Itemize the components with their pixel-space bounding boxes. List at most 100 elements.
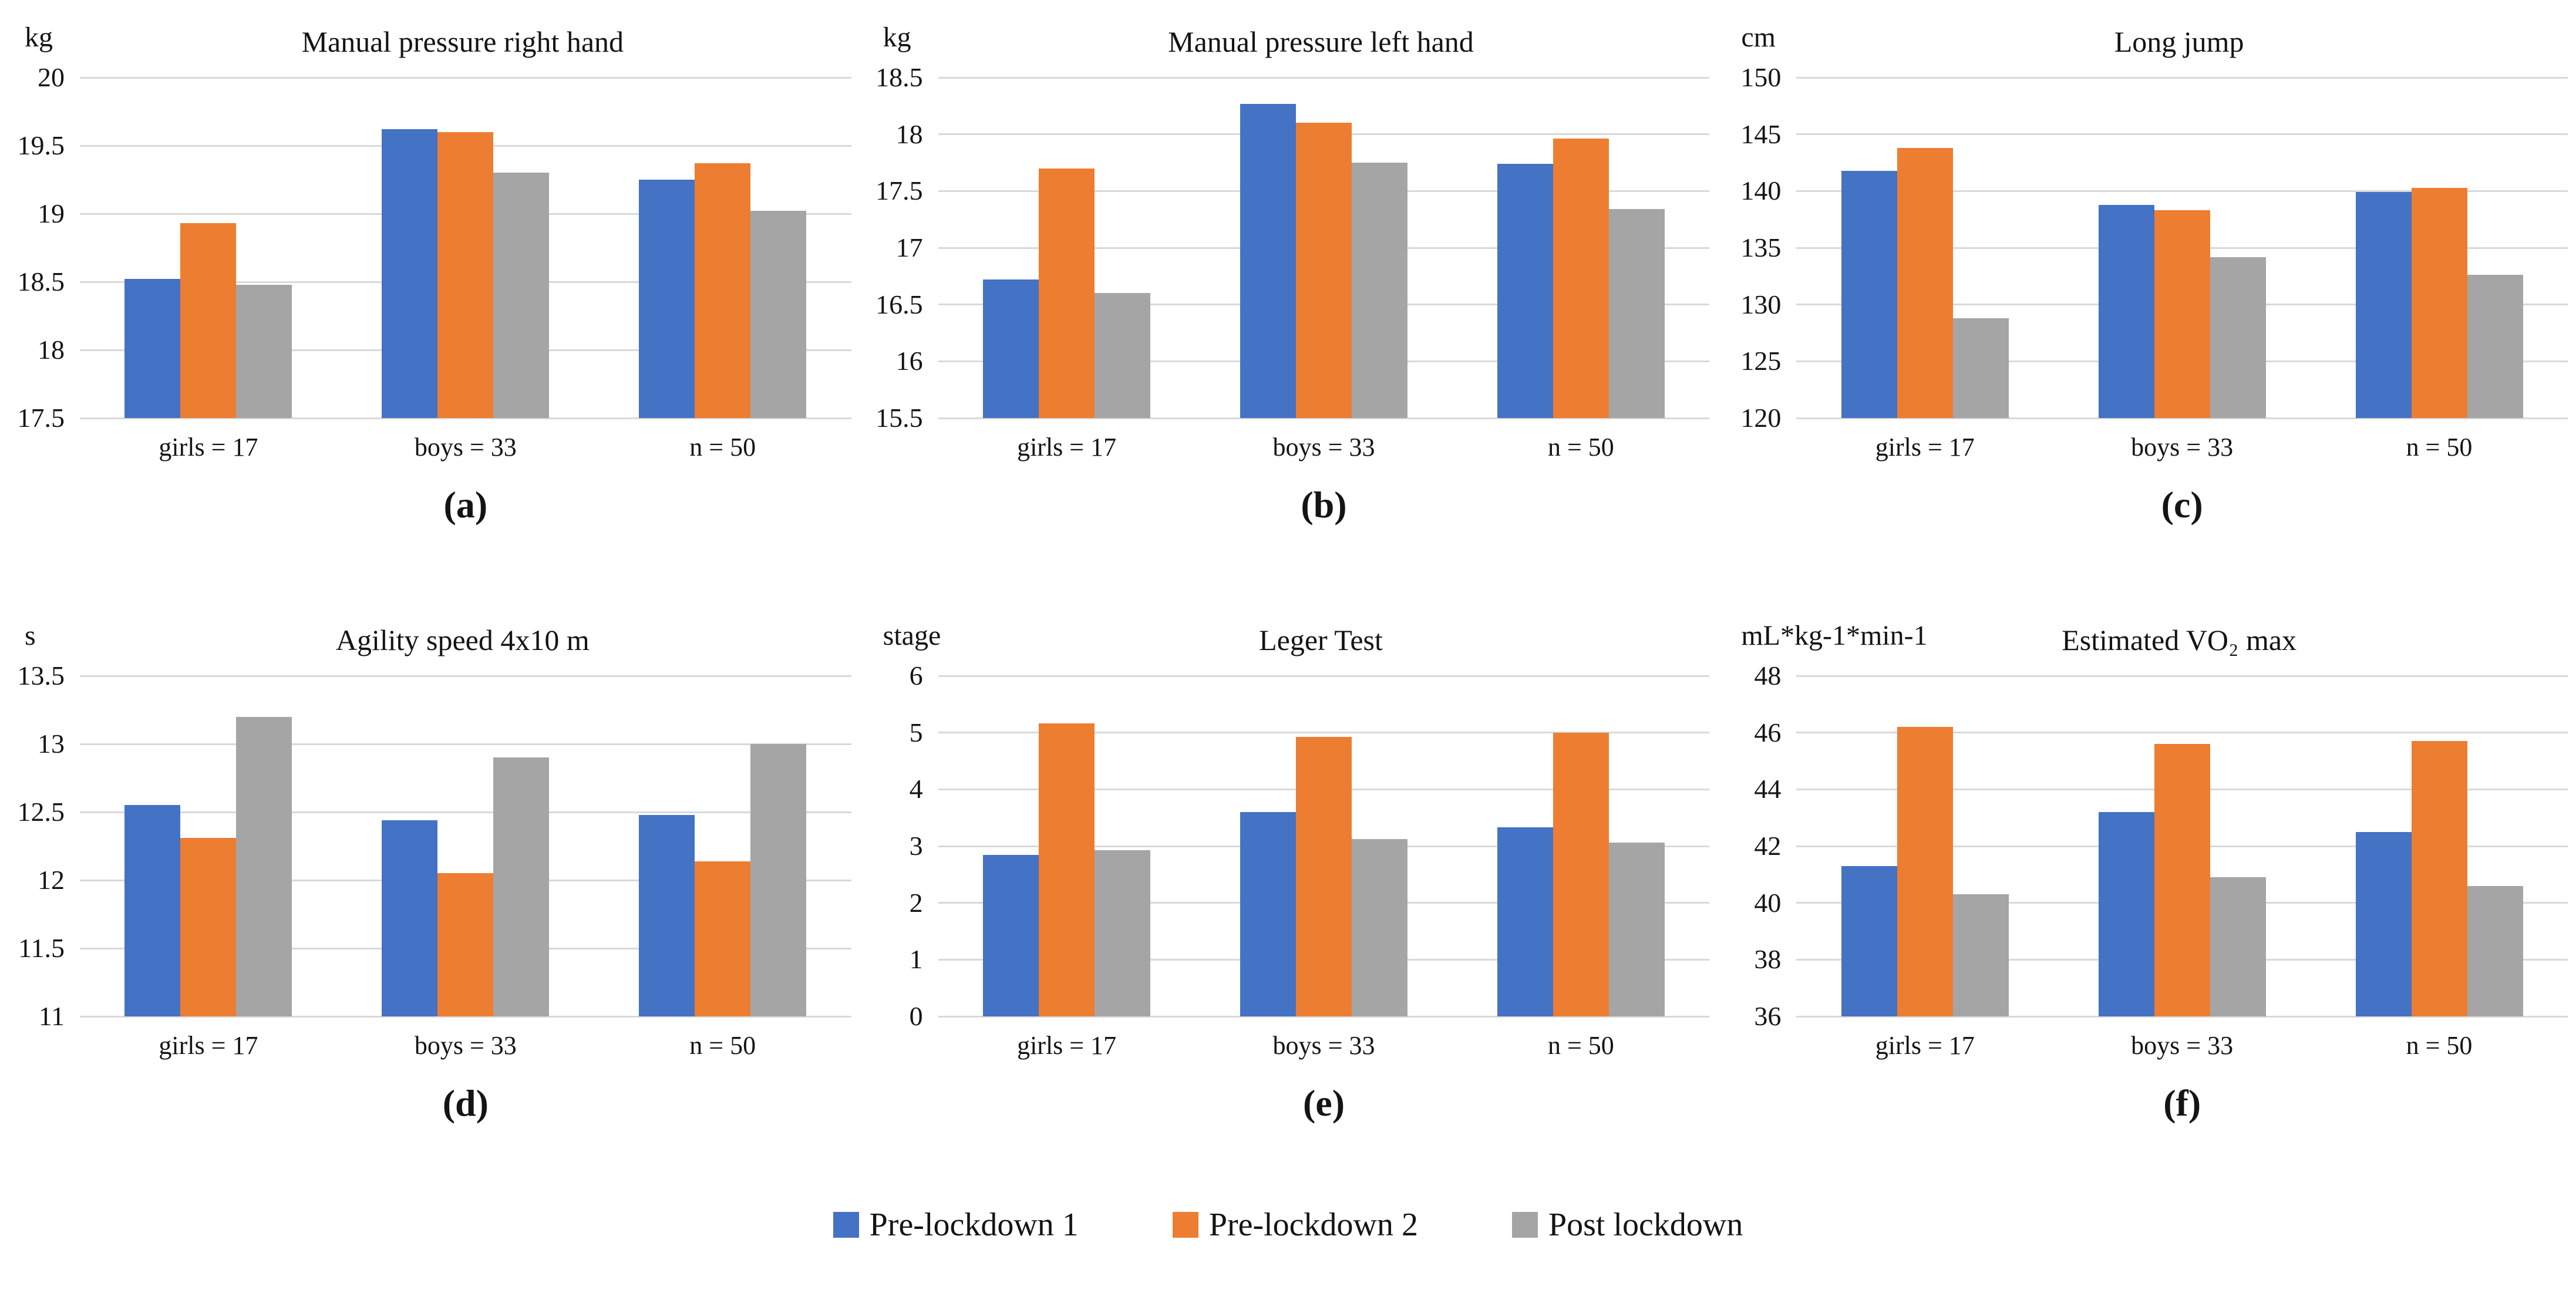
bar-pre-lockdown-1 bbox=[639, 814, 695, 1016]
gridline bbox=[938, 675, 1710, 677]
bar-group-n-50 bbox=[2324, 676, 2555, 1016]
chart-title: Manual pressure left hand bbox=[1168, 25, 1474, 58]
bar-pre-lockdown-2 bbox=[2154, 210, 2210, 418]
x-axis-category-labels: girls = 17 boys = 33 n = 50 bbox=[938, 1016, 1710, 1060]
x-axis-category-labels: girls = 17 boys = 33 n = 50 bbox=[1796, 1016, 2568, 1060]
chart-title: Manual pressure right hand bbox=[301, 25, 624, 58]
bar-post-lockdown bbox=[1608, 843, 1665, 1016]
y-axis-tick-label: 18 bbox=[38, 335, 65, 365]
chart-header: stage Leger Test bbox=[867, 615, 1710, 676]
x-axis-category-label: n = 50 bbox=[2406, 433, 2473, 462]
bar-group-n-50 bbox=[607, 676, 839, 1016]
gridline bbox=[938, 417, 1710, 419]
bar-group-boys-33 bbox=[350, 676, 581, 1016]
y-axis-tick-label: 38 bbox=[1754, 944, 1782, 975]
y-axis-tick-label: 40 bbox=[1754, 887, 1782, 918]
y-axis-tick-label: 19.5 bbox=[17, 130, 65, 160]
bar-group-girls-17 bbox=[93, 78, 324, 418]
charts-grid: kg Manual pressure right hand 17.5 18 18.5… bbox=[8, 16, 2568, 1125]
bar-post-lockdown bbox=[1351, 163, 1407, 418]
chart-caption: (c) bbox=[2161, 484, 2203, 526]
chart-caption: (a) bbox=[443, 484, 488, 526]
x-axis-category-labels: girls = 17 boys = 33 n = 50 bbox=[80, 418, 851, 462]
chart-caption: (e) bbox=[1302, 1082, 1345, 1124]
y-axis-tick-label: 17.5 bbox=[17, 403, 65, 433]
y-axis-tick-labels: 120 125 130 135 140 145 150 bbox=[1725, 64, 1796, 432]
gridline bbox=[1796, 417, 2568, 419]
bar-pre-lockdown-2 bbox=[1295, 737, 1352, 1016]
y-axis-tick-labels: 11 11.5 12 12.5 13 13.5 bbox=[8, 662, 80, 1030]
x-axis-category-label: girls = 17 bbox=[1875, 1031, 1975, 1060]
gridline bbox=[1796, 1015, 2568, 1018]
bar-group-boys-33 bbox=[2066, 676, 2298, 1016]
gridline bbox=[938, 76, 1710, 79]
bar-group-girls-17 bbox=[951, 78, 1183, 418]
bar-group-girls-17 bbox=[1809, 78, 2040, 418]
gridline bbox=[938, 1015, 1710, 1018]
gridline bbox=[80, 743, 851, 745]
gridline bbox=[80, 417, 851, 419]
bar-pre-lockdown-1 bbox=[983, 279, 1039, 418]
bar-pre-lockdown-2 bbox=[1897, 727, 1953, 1016]
bar-pre-lockdown-2 bbox=[695, 861, 751, 1016]
plot-area bbox=[1796, 76, 2568, 419]
gridline bbox=[1796, 133, 2568, 136]
gridline bbox=[938, 732, 1710, 734]
x-axis-category-labels: girls = 17 boys = 33 n = 50 bbox=[938, 418, 1710, 462]
y-axis-tick-label: 18 bbox=[895, 119, 923, 149]
bar-pre-lockdown-2 bbox=[2411, 741, 2467, 1016]
plot-area bbox=[80, 675, 851, 1018]
bar-pre-lockdown-1 bbox=[124, 279, 181, 418]
y-axis-tick-label: 42 bbox=[1754, 831, 1782, 861]
y-axis-tick-label: 1 bbox=[909, 944, 923, 975]
chart-c: cm Long jump 120 125 130 135 140 145 150 girls… bbox=[1725, 16, 2568, 527]
bar-group-n-50 bbox=[2324, 78, 2555, 418]
y-axis-unit-label: mL*kg-1*min-1 bbox=[1741, 620, 1928, 651]
bar-post-lockdown bbox=[2467, 275, 2523, 418]
x-axis-category-label: girls = 17 bbox=[159, 433, 258, 462]
chart-caption: (f) bbox=[2163, 1082, 2201, 1124]
x-axis-category-label: boys = 33 bbox=[414, 1031, 517, 1060]
chart-b: kg Manual pressure left hand 15.5 16 16.5 1… bbox=[867, 16, 1710, 527]
y-axis-unit-label: stage bbox=[883, 620, 941, 651]
bar-pre-lockdown-1 bbox=[1240, 812, 1296, 1016]
plot-area bbox=[938, 76, 1710, 419]
y-axis-unit-label: kg bbox=[25, 22, 53, 53]
bar-group-girls-17 bbox=[951, 676, 1183, 1016]
chart-f: mL*kg-1*min-1 Estimated VO₂ max 36 38 40 42… bbox=[1725, 615, 2568, 1125]
gridline bbox=[1796, 732, 2568, 734]
bar-groups bbox=[80, 78, 851, 418]
y-axis-tick-label: 18.5 bbox=[17, 267, 65, 297]
plot-row: 120 125 130 135 140 145 150 bbox=[1725, 64, 2568, 432]
chart-header: kg Manual pressure left hand bbox=[867, 16, 1710, 78]
bar-pre-lockdown-2 bbox=[1553, 139, 1609, 418]
x-axis-category-label: boys = 33 bbox=[2131, 433, 2234, 462]
y-axis-unit-label: cm bbox=[1741, 22, 1776, 53]
bar-group-girls-17 bbox=[1809, 676, 2040, 1016]
gridline bbox=[80, 1015, 851, 1018]
chart-header: mL*kg-1*min-1 Estimated VO₂ max bbox=[1725, 615, 2568, 676]
bar-post-lockdown bbox=[1608, 209, 1665, 418]
bar-pre-lockdown-1 bbox=[1841, 865, 1897, 1016]
y-axis-unit-label: kg bbox=[883, 22, 911, 53]
y-axis-tick-label: 5 bbox=[909, 717, 923, 747]
y-axis-unit-label: s bbox=[25, 620, 36, 651]
bar-group-boys-33 bbox=[1208, 78, 1439, 418]
plot-row: 17.5 18 18.5 19 19.5 20 bbox=[8, 64, 851, 432]
legend-swatch-icon bbox=[1511, 1212, 1538, 1238]
y-axis-tick-label: 19 bbox=[38, 198, 65, 228]
gridline bbox=[1796, 675, 2568, 677]
x-axis-category-label: girls = 17 bbox=[1875, 433, 1975, 462]
bar-group-boys-33 bbox=[1208, 676, 1439, 1016]
bar-pre-lockdown-2 bbox=[2411, 187, 2467, 418]
bar-post-lockdown bbox=[750, 211, 807, 418]
y-axis-tick-label: 12 bbox=[38, 865, 65, 895]
bar-pre-lockdown-1 bbox=[382, 129, 438, 418]
y-axis-tick-labels: 15.5 16 16.5 17 17.5 18 18.5 bbox=[867, 64, 938, 432]
chart-title: Agility speed 4x10 m bbox=[335, 624, 590, 656]
bar-pre-lockdown-1 bbox=[639, 180, 695, 418]
chart-title: Long jump bbox=[2114, 25, 2244, 58]
y-axis-tick-label: 20 bbox=[38, 62, 65, 92]
legend-item-pre-lockdown-2: Pre-lockdown 2 bbox=[1172, 1206, 1418, 1244]
y-axis-tick-label: 17 bbox=[895, 233, 923, 262]
